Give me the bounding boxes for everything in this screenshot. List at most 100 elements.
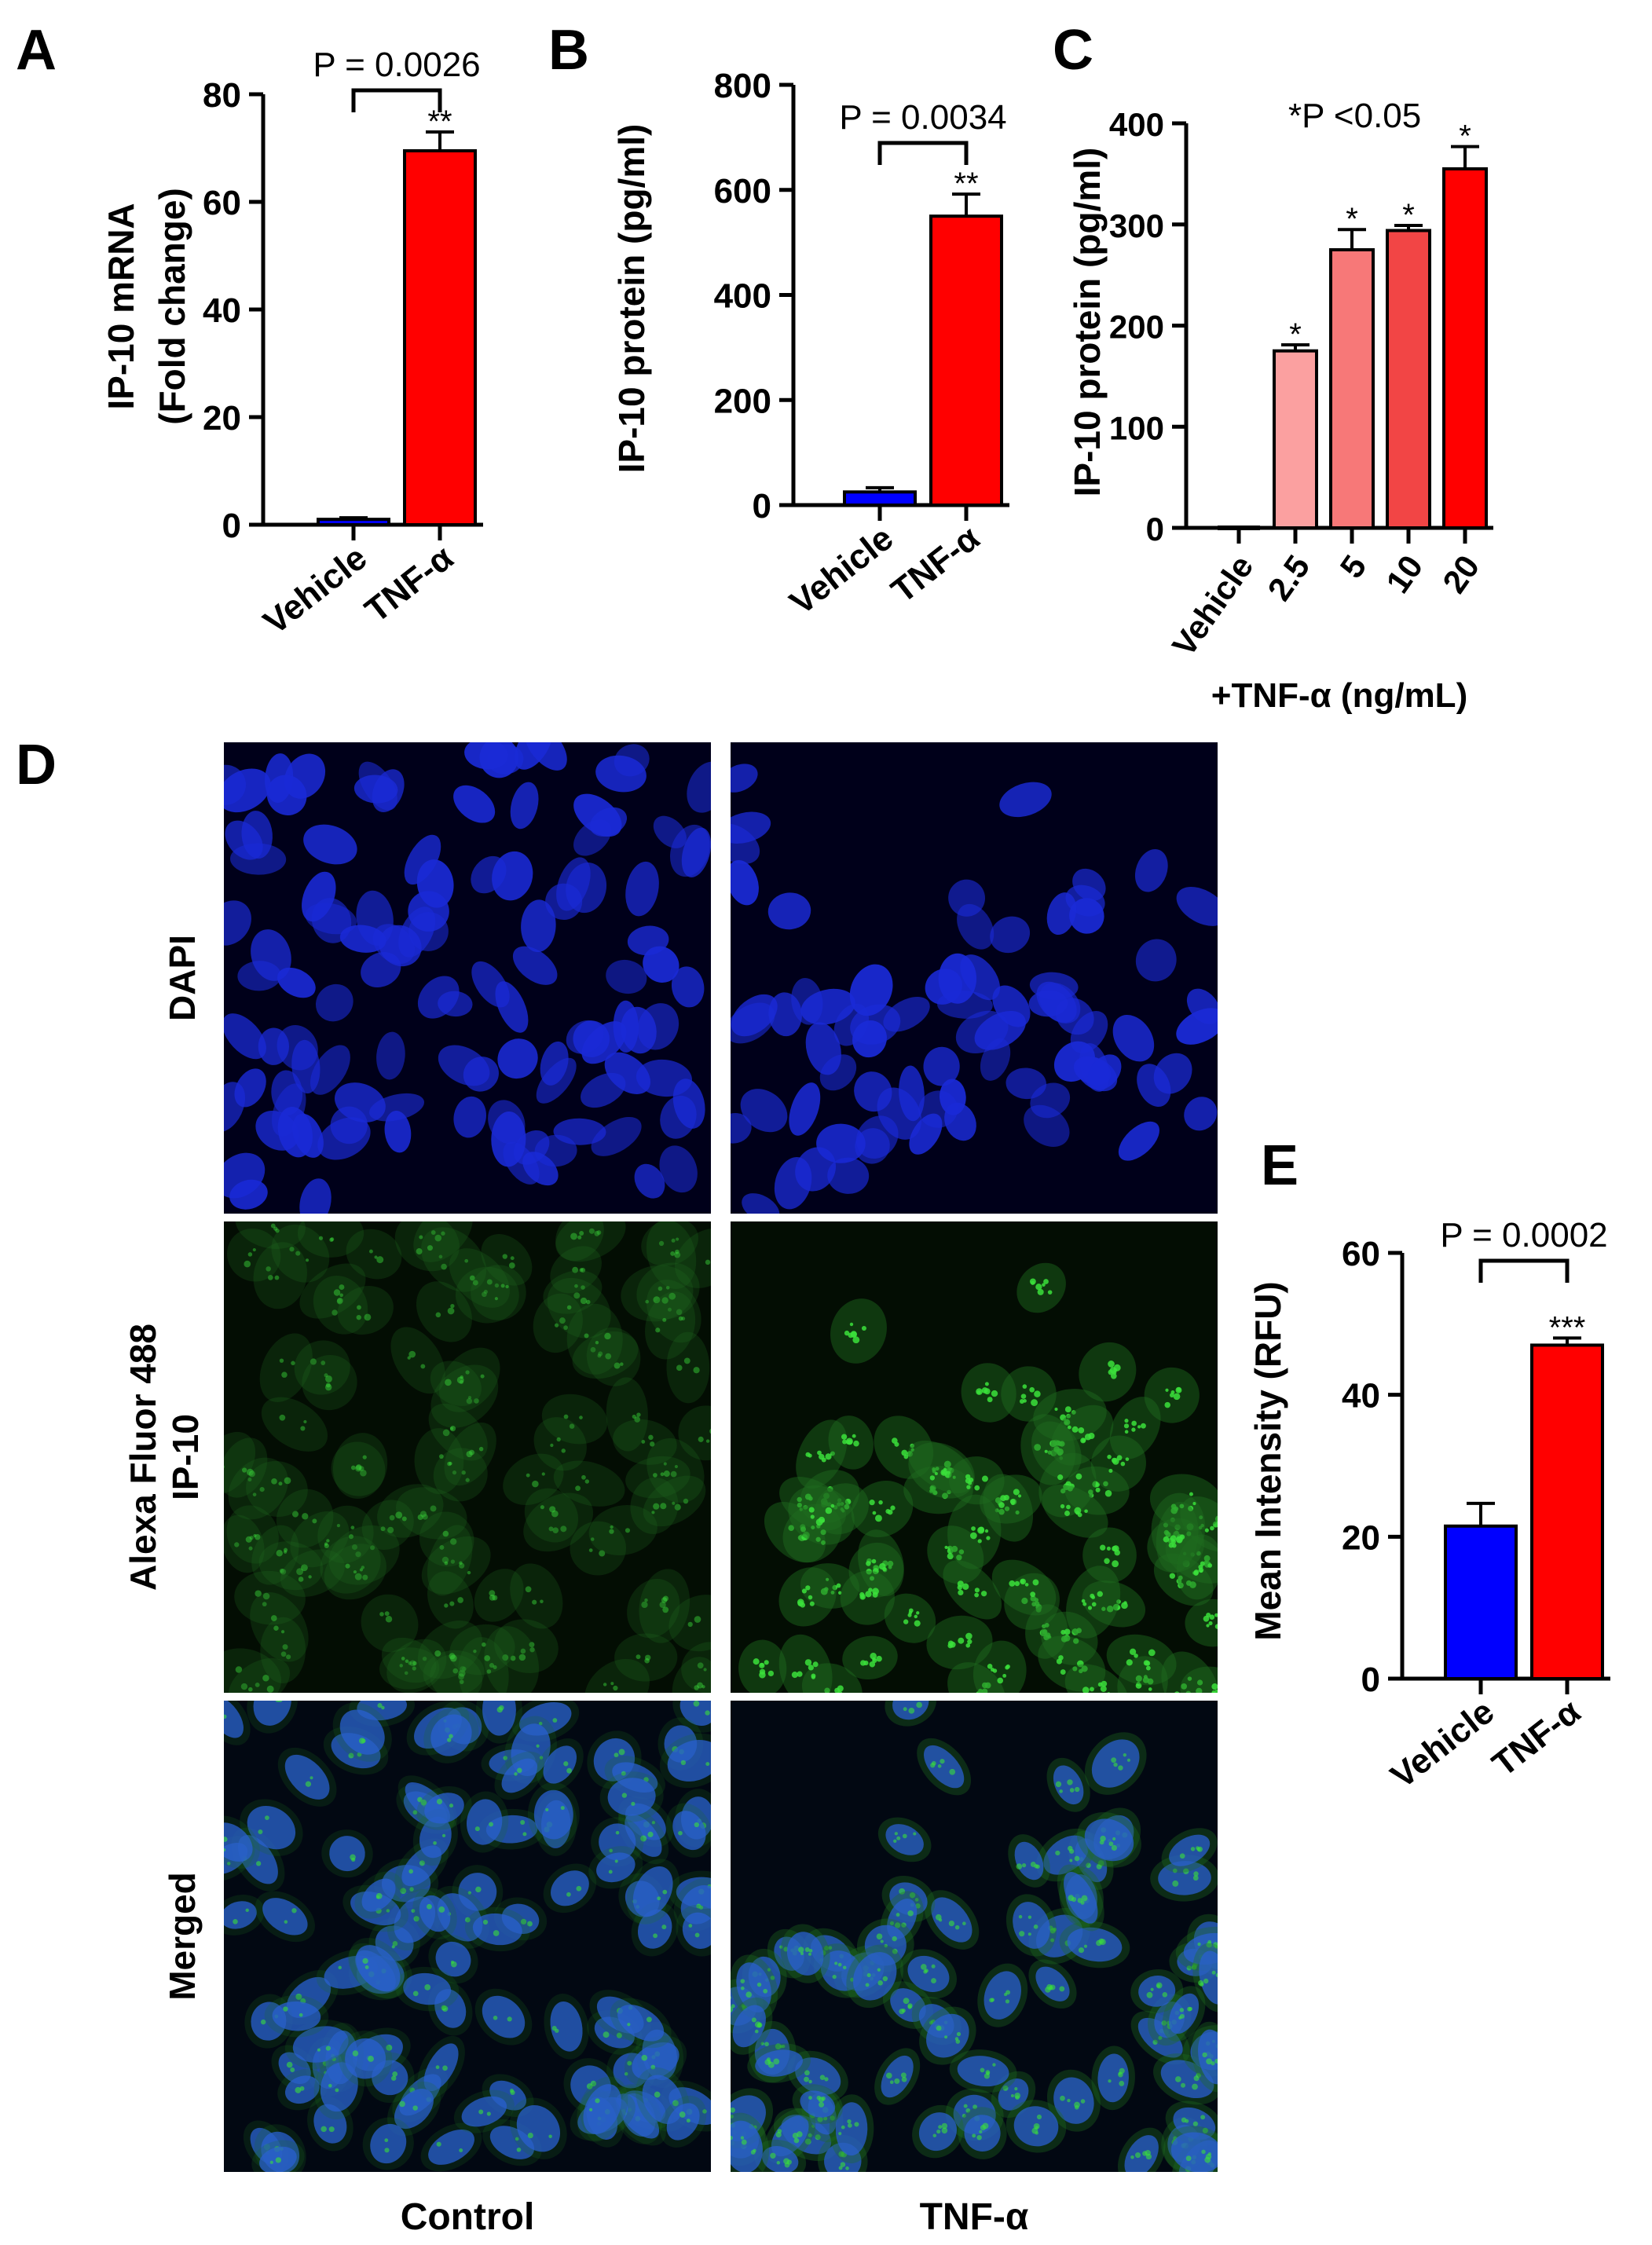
cell-body (427, 1525, 473, 1596)
speckle (353, 1570, 357, 1574)
nucleus (755, 2049, 804, 2077)
nucleus (266, 775, 307, 815)
nucleus (370, 2123, 407, 2164)
speckle (1029, 1278, 1036, 1285)
speckle (1086, 1862, 1091, 1868)
nucleus (262, 1898, 308, 1936)
speckle (840, 1507, 844, 1511)
speckle (1206, 1942, 1212, 1948)
x-tick-label-c-0: Vehicle (1165, 548, 1261, 663)
speckle (844, 1503, 850, 1510)
speckle (929, 1489, 933, 1493)
nucleus (482, 1995, 526, 2038)
nucleus (524, 742, 567, 771)
speckle (566, 1767, 573, 1774)
speckle (754, 2029, 759, 2034)
speckle (614, 1752, 619, 1758)
nucleus (1035, 1966, 1070, 2001)
speckle (267, 1275, 273, 1280)
nucleus (224, 764, 247, 805)
speckle (438, 1906, 445, 1913)
speckle (1098, 1938, 1104, 1944)
speckle (348, 1534, 354, 1540)
speckle (621, 1771, 626, 1776)
y-tick-label-a: 60 (203, 184, 241, 222)
speckle (249, 1536, 254, 1540)
speckle (494, 1283, 500, 1288)
speckle (854, 2122, 859, 2127)
speckle (826, 1695, 830, 1699)
speckle (1156, 1982, 1163, 1989)
y-axis-label-a: IP-10 mRNA (101, 203, 141, 409)
cell-body (386, 1639, 447, 1693)
speckle (375, 1892, 383, 1899)
speckle (1034, 1444, 1042, 1451)
speckle (305, 1258, 310, 1262)
speckle (973, 2104, 978, 2110)
speckle (260, 2019, 266, 2025)
cell-body (948, 1456, 1005, 1505)
cell-body (874, 1415, 934, 1479)
speckle (527, 2133, 533, 2139)
speckle (1108, 1369, 1114, 1375)
speckle (550, 1443, 554, 1448)
speckle (459, 1379, 464, 1384)
speckle (705, 1710, 710, 1716)
nucleus (1046, 892, 1077, 936)
nucleus (224, 1901, 257, 1929)
cell-body (1082, 1527, 1137, 1584)
speckle (817, 1450, 822, 1456)
nucleus (1153, 1053, 1192, 1094)
speckle (1074, 2101, 1080, 2108)
speckle (248, 1686, 253, 1692)
nucleus (241, 811, 273, 859)
speckle (949, 1768, 956, 1775)
speckle (751, 2017, 756, 2023)
cell-body (423, 1650, 485, 1693)
speckle (672, 1501, 676, 1505)
speckle (1000, 1495, 1007, 1502)
speckle (409, 1887, 414, 1892)
cell-body (444, 1422, 496, 1486)
speckle (1101, 1680, 1108, 1687)
speckle (1018, 1914, 1023, 1919)
speckle (910, 1443, 915, 1448)
nucleus (305, 903, 357, 935)
annotation-c: *P <0.05 (1288, 97, 1421, 135)
speckle (1211, 1970, 1216, 1975)
nucleus (1013, 1902, 1050, 1949)
nucleus (625, 861, 659, 917)
nucleus (599, 1823, 636, 1861)
speckle (984, 1682, 991, 1689)
x-axis-label-c: +TNF-α (ng/mL) (1211, 676, 1467, 715)
speckle (434, 1234, 442, 1242)
speckle (494, 1297, 498, 1301)
speckle (791, 1672, 798, 1679)
speckle (675, 1249, 679, 1254)
speckle (770, 2152, 776, 2159)
speckle (842, 1439, 848, 1445)
speckle (465, 1478, 470, 1482)
speckle (1200, 2115, 1206, 2120)
speckle (766, 2057, 771, 2062)
speckle (1027, 1932, 1031, 1936)
significance-b-1: ** (954, 167, 978, 201)
speckle (282, 1644, 288, 1650)
speckle (456, 1376, 464, 1384)
cell-body (455, 1266, 519, 1324)
speckle (384, 2138, 389, 2143)
speckle (676, 1364, 683, 1372)
nucleus (731, 1112, 752, 1144)
speckle (581, 1474, 586, 1480)
speckle (865, 1983, 870, 1987)
speckle (816, 2095, 822, 2100)
speckle (581, 1285, 585, 1290)
cell-body (290, 1511, 350, 1568)
speckle (376, 1256, 384, 1264)
speckle (299, 2012, 303, 2017)
speckle (844, 1498, 852, 1505)
speckle (283, 2006, 288, 2012)
speckle (1186, 1523, 1194, 1531)
speckle (1134, 1654, 1138, 1658)
speckle (518, 1654, 526, 1661)
